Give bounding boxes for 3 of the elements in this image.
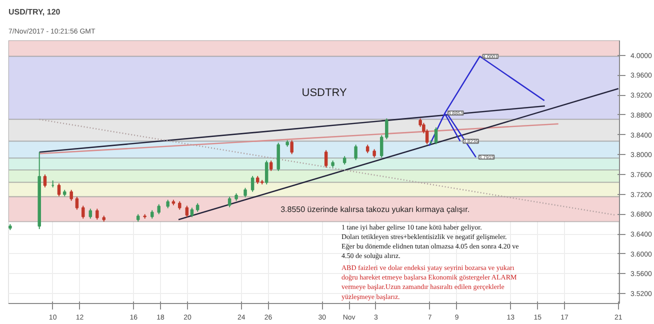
annotation: USDTRY <box>302 87 348 100</box>
chart-title: USD/TRY, 120 <box>8 8 61 16</box>
annotation: 3.8550 üzerinde kalırsa takozu yukarı kırmaya çalışır. <box>280 205 470 214</box>
